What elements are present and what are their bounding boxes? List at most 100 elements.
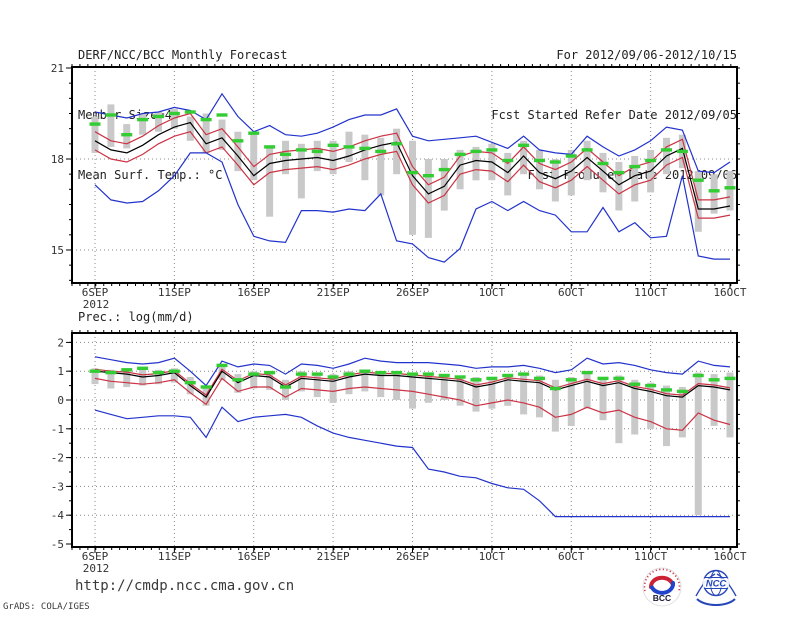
prec-obs-dash [137,366,149,370]
prec-obs-dash [105,370,117,375]
prec-obs-dash [89,369,101,373]
prec-spread-bar [250,371,258,389]
temp-obs-dash [105,113,117,117]
prec-spread-bar [726,372,734,438]
prec-obs-dash [724,376,736,381]
prec-x-tick-label: 1OCT [479,550,506,563]
prec-obs-dash [343,372,355,376]
temp-spread-bar [139,113,147,135]
prec-x-tick-label: 21SEP [317,550,350,563]
prec-obs-dash [375,370,387,375]
temp-obs-dash [153,114,164,119]
prec-spread-bar [694,372,702,516]
temp-lower-quartile-line [94,131,731,219]
temp-obs-dash [200,117,212,122]
temp-obs-dash [581,148,593,152]
temp-obs-dash [264,145,276,149]
temp-x-tick-label: 21SEP [317,286,350,299]
temp-x-tick-label: 16OCT [713,286,746,299]
prec-spread-bar [710,374,718,426]
refer-date-label: Fcst Started Refer Date 2012/09/05 [491,108,737,122]
temp-spread-bar [266,146,274,217]
prec-y-tick-label: -2 [51,452,64,465]
temp-x-tick-label: 6OCT [558,286,585,299]
prec-obs-dash [581,370,593,375]
prec-obs-dash [597,376,609,381]
prec-spread-bar [377,371,385,398]
temp-obs-dash [359,146,371,151]
temp-spread-bar [599,152,607,193]
temp-obs-dash [724,186,736,190]
temp-spread-bar [440,159,448,211]
temp-obs-dash [232,139,244,143]
temp-obs-dash [375,149,387,154]
prec-x-year-label: 2012 [83,562,110,575]
temp-spread-bar [329,140,337,175]
temp-spread-bar [155,112,162,132]
prec-spread-bar [520,374,528,415]
prec-spread-bar [266,371,274,390]
temp-spread-bar [282,140,289,175]
temp-spread-bar [250,134,258,181]
prec-y-tick-label: -1 [51,423,64,436]
temp-obs-dash [565,154,577,158]
prec-obs-dash [153,370,164,375]
temp-spread-bar [472,146,480,181]
temp-spread-bar [218,119,226,150]
prec-obs-dash [359,369,371,373]
prec-spread-bar [361,369,369,392]
bcc-logo-swirl-red [649,575,674,589]
temp-spread-bar [631,156,639,202]
temp-obs-dash [597,161,609,166]
prec-spread-bar [631,379,639,435]
prec-spread-bar [170,368,178,383]
prec-x-tick-label: 6OCT [558,550,585,563]
prec-x-tick-label: 16OCT [713,550,746,563]
temp-spread-bar [726,171,734,211]
prec-obs-dash [661,388,672,392]
bcc-logo: BCC [642,567,682,607]
prec-obs-dash [438,373,450,378]
temp-obs-dash [168,111,180,116]
prec-spread-bar [234,374,242,393]
temp-min-line [94,152,730,263]
temp-obs-dash [216,113,228,117]
prec-x-tick-label: 11OCT [634,550,667,563]
temp-max-line [94,92,731,174]
logos: BCC NCC [636,566,746,614]
temp-spread-bar [504,152,512,196]
prec-spread-bar [107,369,115,389]
prec-spread-bar [155,369,162,385]
temp-obs-dash [311,149,323,154]
prec-spread-bar [647,382,655,429]
bcc-logo-swirl-blue [650,581,676,595]
prec-obs-dash [549,386,561,391]
temp-obs-dash [438,167,450,172]
prec-spread-bar [583,372,591,409]
prec-spread-bar [551,379,559,432]
temp-obs-dash [248,131,260,135]
prec-spread-bar [345,371,353,395]
prec-obs-dash [708,378,720,382]
temp-spread-bar [583,140,591,181]
prec-obs-dash [248,372,260,376]
prec-spread-bar [472,377,480,412]
prec-spread-bar [409,372,416,409]
temp-spread-bar [361,134,369,181]
prec-obs-dash [613,376,625,381]
prec-spread-bar [313,372,321,398]
prec-obs-dash [486,376,498,381]
temp-obs-dash [549,160,561,164]
prec-spread-bar [297,371,305,392]
temp-obs-dash [676,149,688,154]
temp-spread-bar [694,171,702,232]
prec-spread-bar [424,372,432,403]
temp-obs-dash [422,174,434,178]
prec-obs-dash [676,389,688,394]
prec-x-tick-label: 6SEP [82,550,109,563]
temp-spread-bar [409,140,416,235]
temp-x-tick-label: 1OCT [479,286,506,299]
temp-spread-bar [170,108,178,129]
